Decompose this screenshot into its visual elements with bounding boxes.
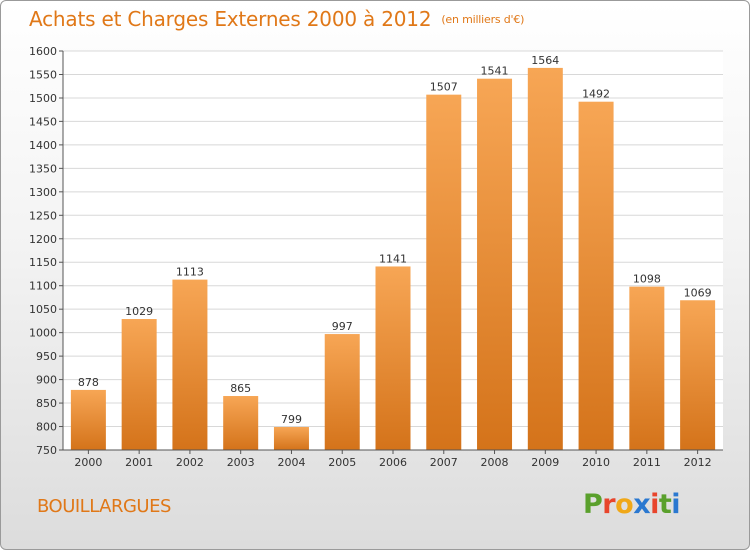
x-tick-label-2008: 2008 <box>481 456 509 469</box>
value-label-2009: 1564 <box>531 54 559 67</box>
bar-2010 <box>578 101 614 450</box>
value-label-2004: 799 <box>281 413 302 426</box>
y-tick-label: 1300 <box>29 186 57 199</box>
y-tick-label: 1600 <box>29 45 57 58</box>
bar-2008 <box>477 78 513 450</box>
x-tick-label-2002: 2002 <box>176 456 204 469</box>
bar-2006 <box>375 266 411 450</box>
value-label-2008: 1541 <box>481 65 509 78</box>
bars: 878 1029 1113 865 799 997 1141 1507 1541 1564 1492… <box>70 54 716 450</box>
y-tick-label: 1500 <box>29 92 57 105</box>
y-tick-label: 1400 <box>29 139 57 152</box>
logo-letter: x <box>633 489 651 520</box>
proxiti-logo: Proxiti <box>583 489 681 520</box>
bar-2002 <box>172 279 208 450</box>
value-label-2010: 1492 <box>582 88 610 101</box>
y-tick-label: 750 <box>36 444 57 457</box>
value-label-2011: 1098 <box>633 273 661 286</box>
y-tick-label: 1000 <box>29 327 57 340</box>
y-tick-label: 1450 <box>29 115 57 128</box>
value-label-2003: 865 <box>230 382 251 395</box>
y-tick-label: 800 <box>36 421 57 434</box>
value-label-2000: 878 <box>78 376 99 389</box>
value-label-2001: 1029 <box>125 305 153 318</box>
x-tick-label-2007: 2007 <box>430 456 458 469</box>
y-tick-label: 1200 <box>29 233 57 246</box>
x-tick-label-2001: 2001 <box>125 456 153 469</box>
x-tick-label-2004: 2004 <box>277 456 305 469</box>
chart-unit: (en milliers d'€) <box>441 13 525 26</box>
y-tick-label: 1100 <box>29 280 57 293</box>
x-tick-label-2006: 2006 <box>379 456 407 469</box>
bar-2012 <box>680 300 716 450</box>
y-tick-label: 1250 <box>29 209 57 222</box>
bar-2011 <box>629 286 665 450</box>
bar-2007 <box>426 94 462 450</box>
y-tick-label: 850 <box>36 397 57 410</box>
bar-2000 <box>70 389 106 450</box>
x-tick-label-2011: 2011 <box>633 456 661 469</box>
logo-letter: r <box>602 489 616 520</box>
y-tick-label: 1350 <box>29 162 57 175</box>
bar-2005 <box>324 334 360 450</box>
x-tick-label-2003: 2003 <box>227 456 255 469</box>
x-tick-label-2005: 2005 <box>328 456 356 469</box>
logo-letter: P <box>583 489 603 520</box>
bar-2001 <box>121 319 157 450</box>
bar-2004 <box>273 426 309 450</box>
value-label-2002: 1113 <box>176 266 204 279</box>
bar-2009 <box>527 67 563 450</box>
x-tick-label-2000: 2000 <box>74 456 102 469</box>
chart-title: Achats et Charges Externes 2000 à 2012 (e… <box>29 7 524 31</box>
axes: 750 800 850 900 950 1000 1050 1100 1150 1200 1250 1… <box>29 45 723 469</box>
y-tick-label: 1550 <box>29 68 57 81</box>
y-tick-label: 900 <box>36 374 57 387</box>
x-tick-label-2010: 2010 <box>582 456 610 469</box>
city-name: BOUILLARGUES <box>37 496 171 517</box>
value-label-2006: 1141 <box>379 252 407 265</box>
y-tick-label: 1150 <box>29 256 57 269</box>
y-tick-label: 950 <box>36 350 57 363</box>
x-tick-label-2012: 2012 <box>684 456 712 469</box>
logo-letter: o <box>615 489 634 520</box>
logo-letter: t <box>658 489 672 520</box>
logo-letter: i <box>650 489 659 520</box>
bar-2003 <box>223 396 259 450</box>
y-tick-label: 1050 <box>29 303 57 316</box>
value-label-2007: 1507 <box>430 81 458 94</box>
value-label-2012: 1069 <box>684 286 712 299</box>
x-tick-label-2009: 2009 <box>531 456 559 469</box>
value-label-2005: 997 <box>332 320 353 333</box>
chart-title-text: Achats et Charges Externes 2000 à 2012 <box>29 7 432 31</box>
logo-letter: i <box>671 489 681 520</box>
